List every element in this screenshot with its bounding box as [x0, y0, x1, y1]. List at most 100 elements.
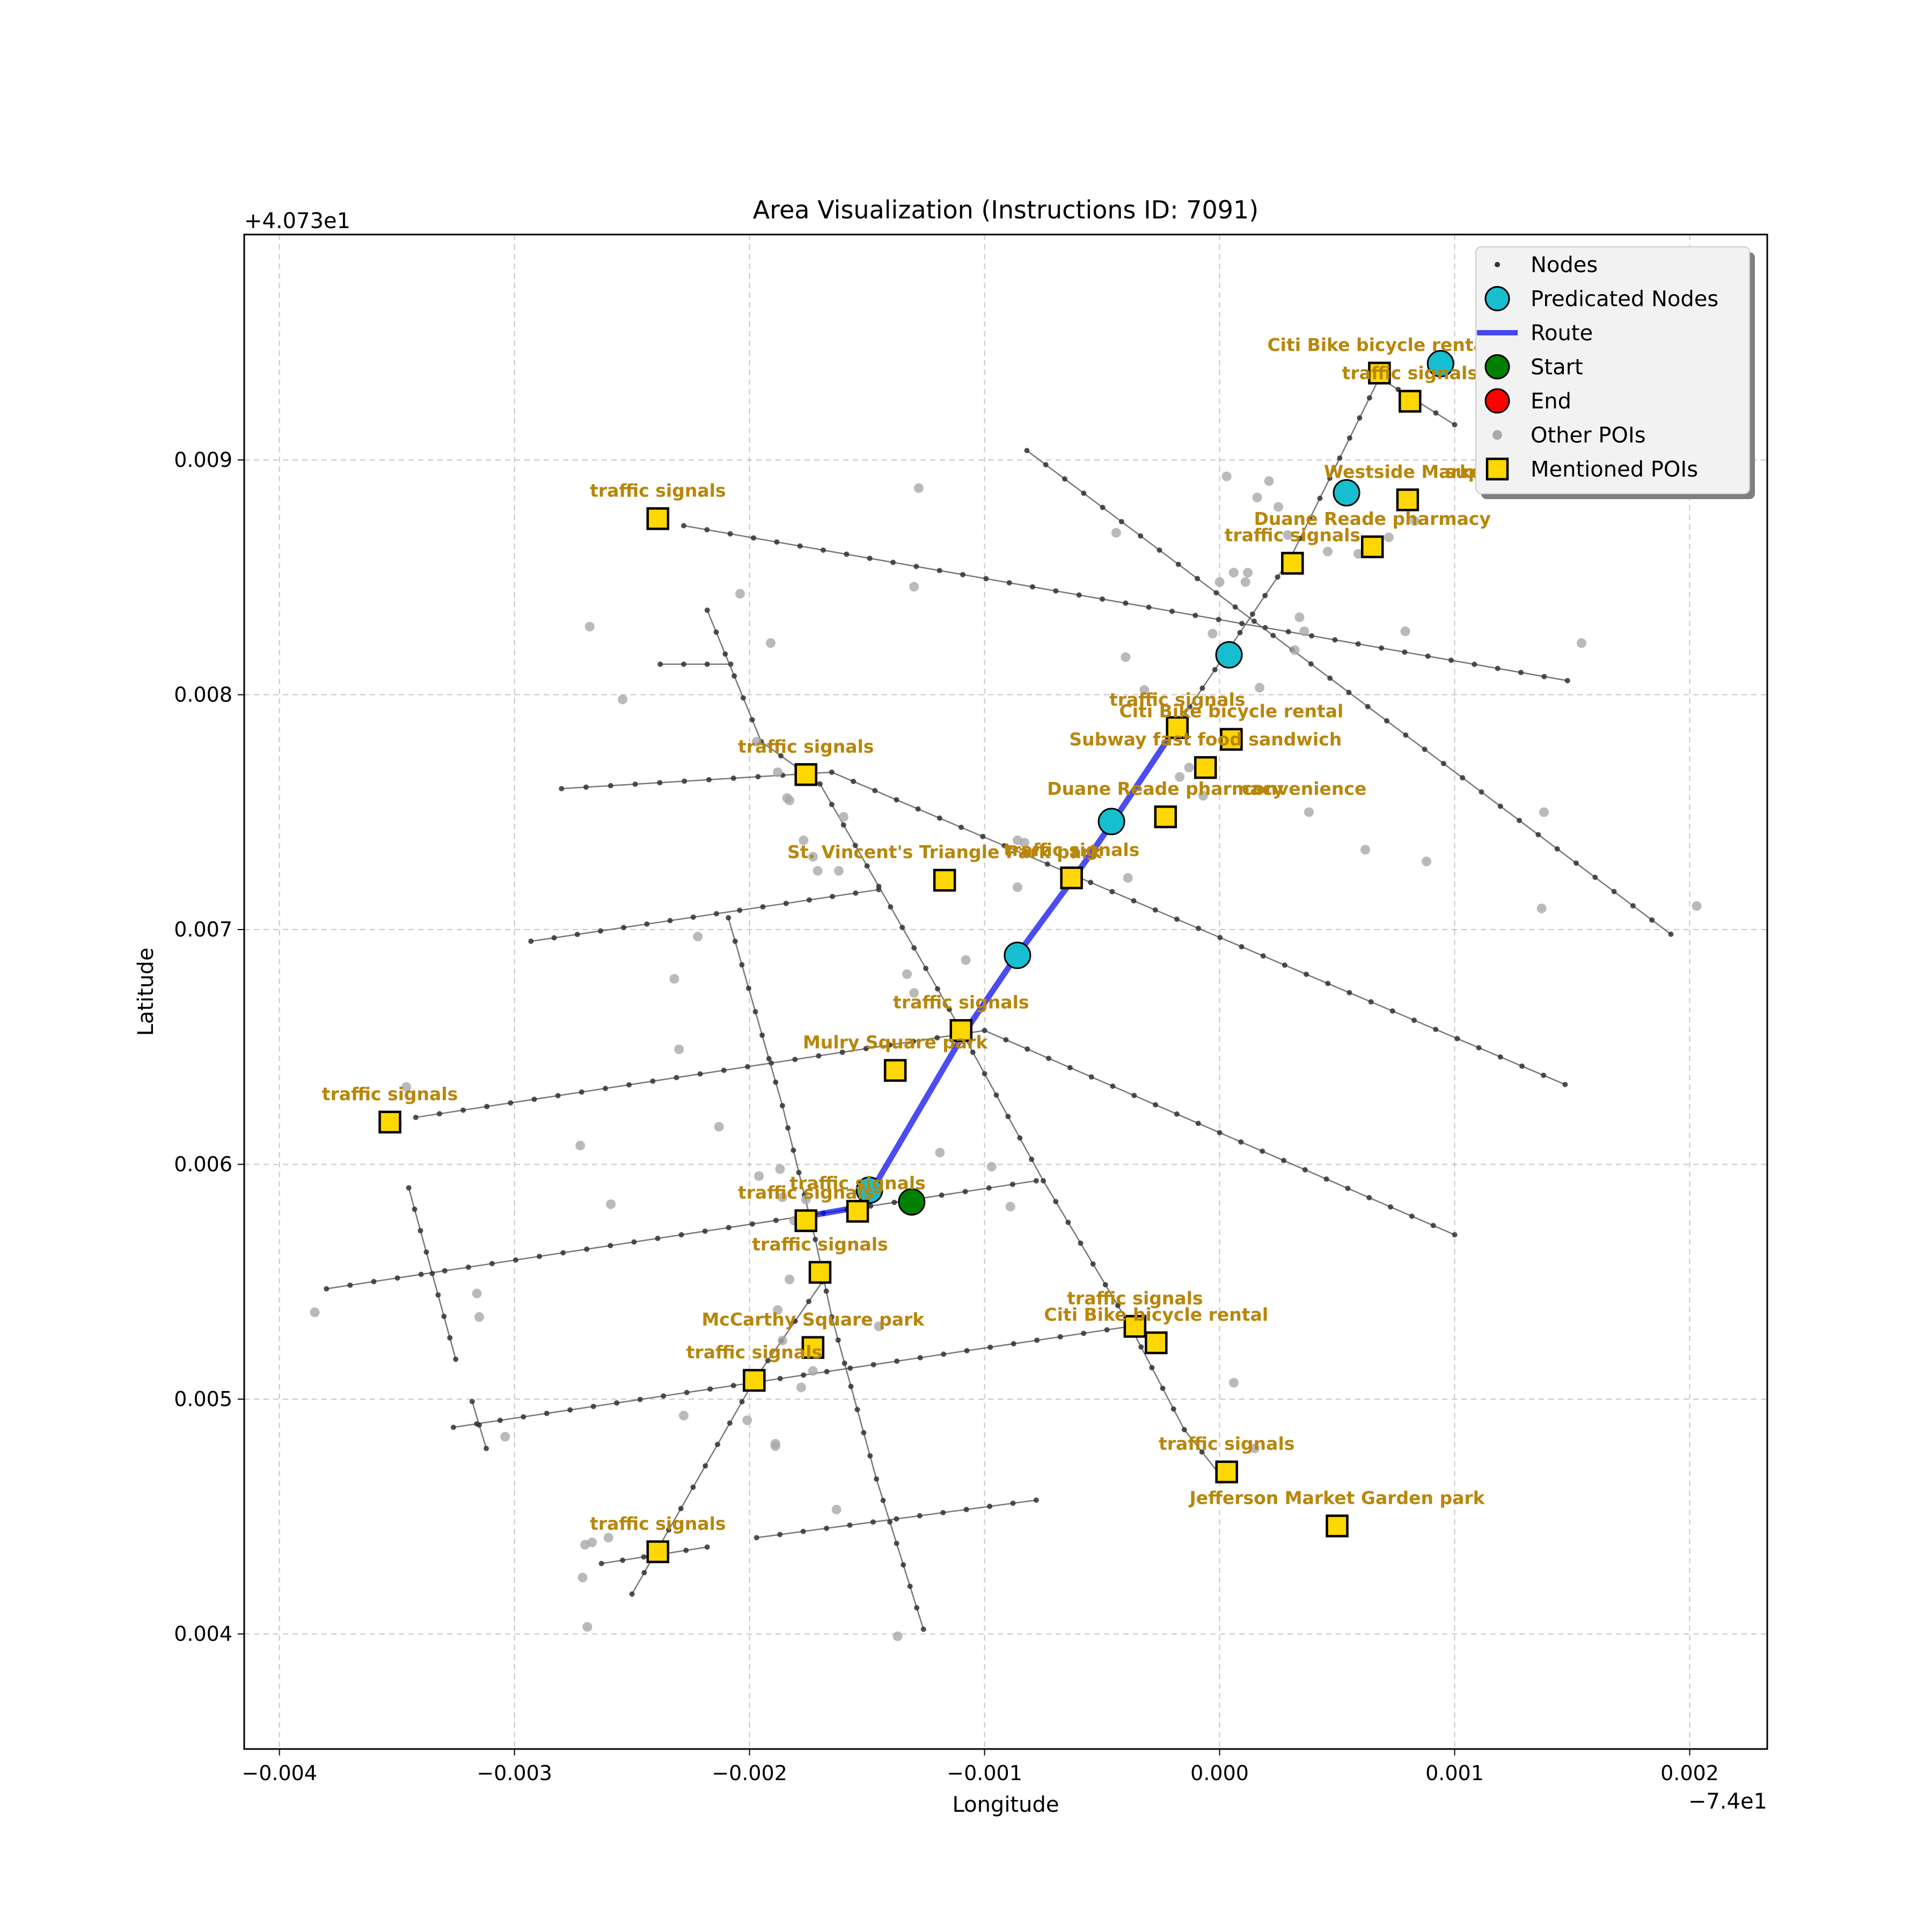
node-dot — [584, 1246, 590, 1252]
node-dot — [1187, 704, 1193, 709]
node-dot — [324, 1286, 330, 1292]
other-poi-dot — [674, 1044, 684, 1055]
node-dot — [936, 815, 942, 821]
node-dot — [1033, 1497, 1039, 1503]
node-dot — [1309, 633, 1315, 639]
node-dot — [1323, 1176, 1329, 1182]
node-dot — [1476, 1045, 1482, 1051]
node-dot — [960, 572, 966, 577]
node-dot — [1102, 1282, 1108, 1287]
node-dot — [844, 551, 850, 557]
node-dot — [551, 935, 557, 941]
node-dot — [993, 1092, 999, 1098]
node-dot — [863, 1045, 869, 1051]
node-dot — [722, 651, 728, 657]
node-dot — [1081, 491, 1087, 496]
node-dot — [713, 629, 719, 635]
other-poi-dot — [1353, 549, 1363, 559]
other-poi-dot — [935, 1147, 945, 1158]
mentioned-poi-marker — [1360, 535, 1384, 559]
poi-label: Jefferson Market Garden park — [1188, 1487, 1485, 1508]
poi-label: traffic signals — [1225, 525, 1360, 546]
x-tick-label: 0.002 — [1660, 1761, 1719, 1785]
node-dot — [371, 1279, 377, 1285]
street-segment — [453, 1326, 1131, 1428]
node-dot — [813, 1236, 818, 1242]
poi-label: Citi Bike bicycle rental — [1119, 701, 1344, 722]
other-poi-dot — [808, 1366, 818, 1376]
node-dot — [800, 1528, 806, 1534]
node-dot — [891, 1199, 897, 1205]
mentioned-poi-marker — [646, 1540, 670, 1563]
other-poi-dot — [775, 1164, 785, 1174]
node-dot — [806, 1299, 811, 1305]
node-dot — [861, 1430, 867, 1436]
other-poi-dot — [1536, 903, 1547, 913]
node-dot — [749, 1221, 755, 1227]
node-dot — [521, 1414, 526, 1420]
node-dot — [851, 779, 857, 785]
poi-label: traffic signals — [590, 480, 726, 501]
poi-label: St. Vincent's Triangle Park park — [787, 841, 1102, 862]
poi-label: traffic signals — [1109, 689, 1245, 710]
node-dot — [702, 1228, 708, 1234]
node-dot — [680, 523, 686, 529]
node-dot — [1044, 861, 1050, 867]
node-dot — [1327, 475, 1333, 481]
node-dot — [752, 1009, 758, 1015]
node-dot — [1169, 609, 1175, 614]
node-dot — [513, 1257, 518, 1263]
legend-swatch-nodes — [1495, 262, 1500, 267]
node-dot — [1564, 678, 1570, 684]
predicated-nodes — [855, 350, 1454, 1204]
mentioned-poi-marker — [646, 507, 670, 530]
mentioned-poi-marker — [949, 1019, 973, 1042]
node-dot — [1260, 953, 1266, 959]
mentioned-poi-marker — [808, 1261, 832, 1284]
y-tick-label: 0.004 — [174, 1622, 232, 1646]
node-dot — [890, 559, 896, 565]
other-poi-dot — [902, 969, 912, 979]
node-dot — [683, 1547, 689, 1553]
node-dot — [872, 788, 878, 794]
other-poi-dot — [1299, 626, 1309, 636]
node-dot — [1251, 618, 1257, 624]
node-dot — [1078, 1240, 1084, 1246]
node-dot — [835, 1337, 841, 1343]
node-dot — [1517, 817, 1523, 823]
node-dot — [1118, 519, 1124, 525]
node-dot — [667, 918, 673, 924]
mentioned-poi-marker — [378, 1110, 401, 1134]
node-dot — [583, 784, 589, 790]
node-dot — [853, 890, 859, 896]
predicated-node — [1097, 808, 1125, 836]
mentioned-poi-marker — [1399, 390, 1422, 413]
predicated-node — [1426, 350, 1454, 378]
node-dot — [911, 945, 917, 951]
other-poi-dot — [1243, 568, 1253, 578]
node-dot — [1260, 1148, 1265, 1154]
node-dot — [852, 843, 858, 848]
node-dot — [1017, 1135, 1023, 1141]
node-dot — [579, 1089, 584, 1095]
node-dot — [1649, 917, 1655, 923]
node-dot — [1355, 641, 1361, 647]
poi-label: Citi Bike bicycle rental — [1044, 1304, 1268, 1325]
other-poi-dot — [1360, 845, 1371, 855]
node-dot — [1181, 1426, 1187, 1432]
node-dot — [749, 717, 755, 723]
node-dot — [435, 1292, 441, 1298]
node-dot — [620, 1557, 626, 1563]
poi-label: Mulry Square park — [803, 1032, 988, 1053]
x-axis-ticks: −0.004 −0.003 −0.002 −0.001 0.000 0.001 0.002 — [241, 1749, 1719, 1785]
node-dot — [783, 901, 789, 906]
other-poi-dot — [500, 1432, 510, 1442]
other-poi-dot — [1323, 546, 1333, 557]
node-dot — [626, 1082, 632, 1088]
mentioned-poi-marker — [1194, 756, 1217, 779]
node-dot — [848, 1384, 854, 1389]
other-pois — [310, 471, 1702, 1641]
node-dot — [962, 1189, 968, 1195]
node-dot — [1365, 704, 1371, 709]
poi-label: Duane Reade pharmacy — [1047, 778, 1284, 799]
